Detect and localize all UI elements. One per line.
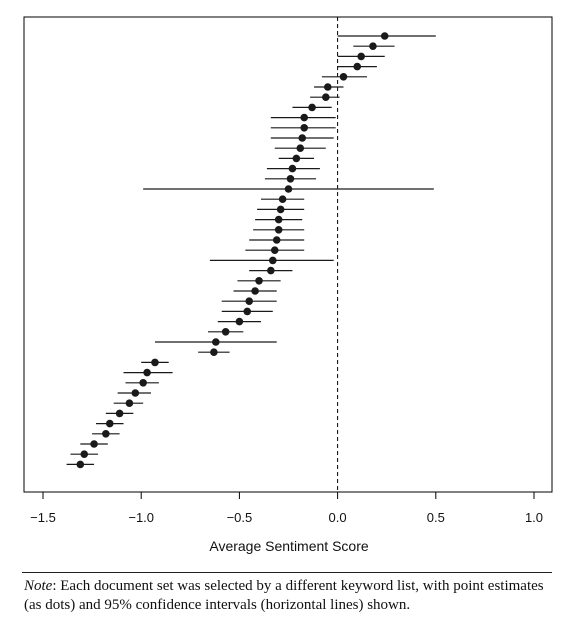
point-estimate [298, 134, 307, 142]
x-axis-ticks: −1.5 −1.0 −0.5 0.0 0.5 1.0 [30, 492, 543, 525]
point-estimate [288, 164, 297, 173]
point-estimate [323, 83, 332, 91]
point-estimate [151, 358, 159, 367]
point-estimate [243, 307, 252, 316]
note-label: Note [24, 578, 53, 594]
point-estimate [357, 52, 365, 61]
point-estimate [322, 93, 330, 101]
point-estimate [380, 32, 389, 40]
point-estimate [210, 348, 218, 357]
point-estimate [276, 205, 285, 214]
point-estimate [286, 175, 295, 183]
point-estimate [125, 399, 134, 408]
x-tick-label: 0.0 [329, 510, 347, 525]
point-estimate [76, 460, 85, 469]
point-estimate [270, 246, 279, 254]
point-estimate [268, 256, 277, 265]
note-divider [22, 572, 552, 573]
point-estimate [339, 73, 348, 81]
point-estimate [80, 450, 89, 459]
point-estimate [115, 409, 124, 418]
point-estimate [278, 195, 287, 203]
point-estimate [255, 277, 263, 285]
point-estimate [272, 236, 281, 244]
note-text: : Each document set was selected by a di… [24, 578, 544, 613]
point-estimate [251, 287, 259, 295]
x-tick-label: 1.0 [525, 510, 543, 525]
x-tick-label: −0.5 [227, 510, 253, 525]
point-estimate [274, 215, 283, 224]
point-estimate [284, 185, 293, 193]
point-estimate [221, 328, 230, 336]
point-estimate [131, 389, 140, 397]
point-estimate [105, 419, 114, 428]
point-estimate [235, 317, 244, 326]
plot-frame [23, 16, 553, 493]
point-estimate [90, 440, 98, 448]
x-tick-label: −1.5 [30, 510, 56, 525]
point-estimate [292, 154, 301, 163]
point-estimate [353, 62, 362, 71]
point-estimate [143, 368, 151, 377]
point-estimate [300, 124, 309, 132]
estimates [66, 32, 436, 469]
forest-plot: −1.5 −1.0 −0.5 0.0 0.5 1.0 Average Sentiment … [23, 16, 553, 554]
point-estimate [102, 430, 110, 438]
point-estimate [274, 226, 283, 234]
x-tick-label: 0.5 [427, 510, 445, 525]
figure-note: Note: Each document set was selected by … [24, 577, 554, 615]
point-estimate [267, 266, 275, 275]
point-estimate [300, 113, 309, 122]
point-estimate [308, 103, 316, 112]
point-estimate [296, 144, 305, 152]
point-estimate [212, 338, 220, 346]
x-tick-label: −1.0 [128, 510, 154, 525]
point-estimate [245, 297, 254, 306]
point-estimate [139, 379, 147, 387]
point-estimate [369, 42, 377, 50]
x-axis-title: Average Sentiment Score [209, 538, 368, 554]
